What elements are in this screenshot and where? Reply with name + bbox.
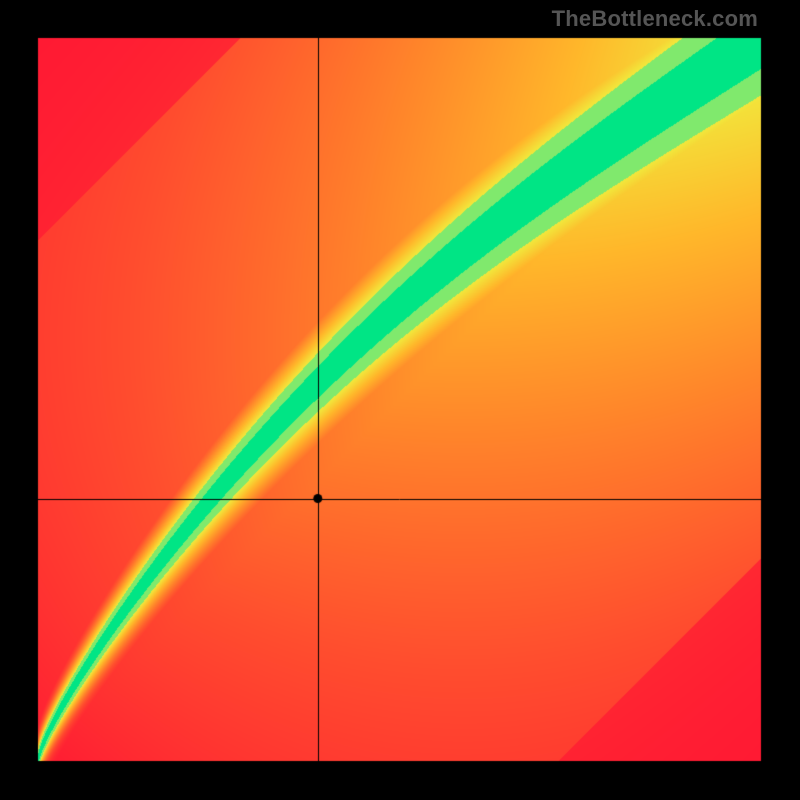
heatmap-canvas <box>0 0 800 800</box>
watermark-text: TheBottleneck.com <box>552 6 758 32</box>
chart-container: { "watermark": { "text": "TheBottleneck.… <box>0 0 800 800</box>
